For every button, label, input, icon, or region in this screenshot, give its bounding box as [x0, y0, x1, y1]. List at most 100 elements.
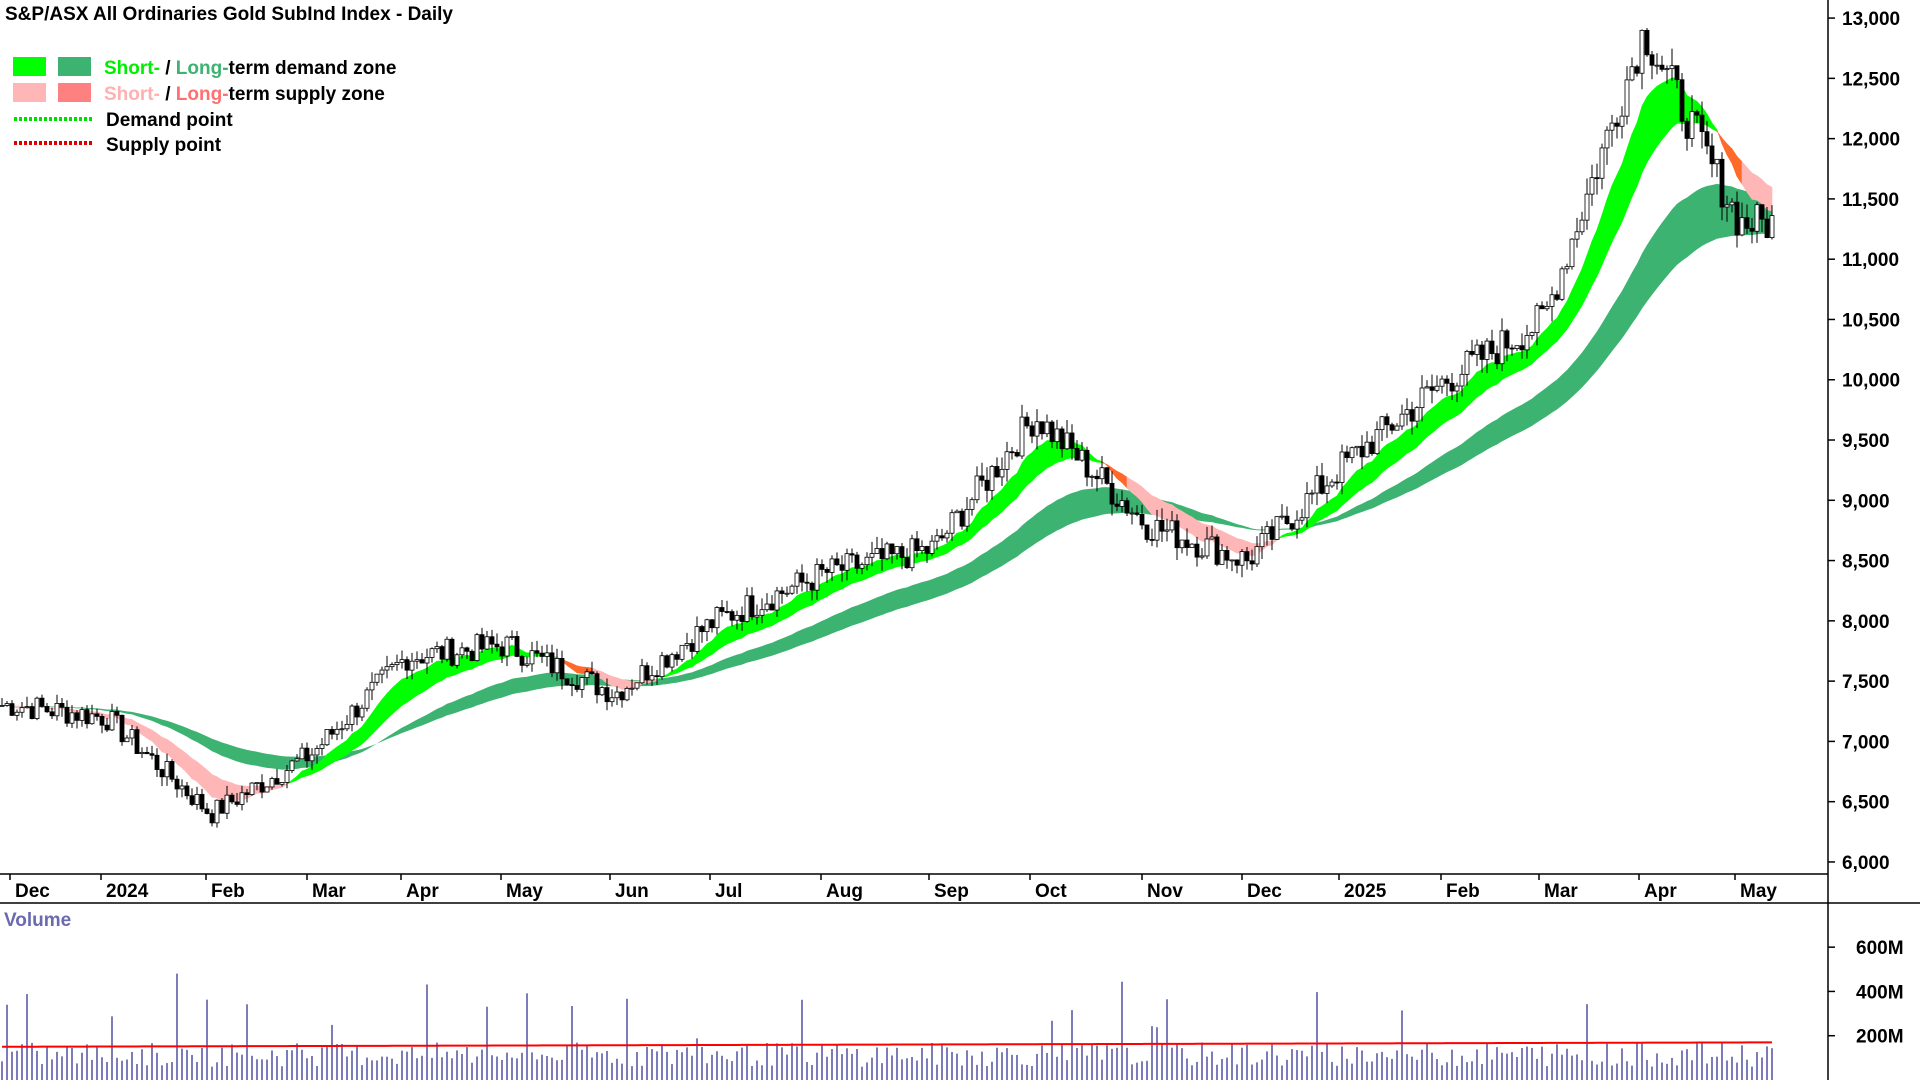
- candle-body: [19, 707, 25, 713]
- candle-body: [1064, 432, 1070, 450]
- candle-body: [764, 603, 770, 611]
- candle-body: [544, 652, 550, 657]
- candle-body: [1279, 515, 1285, 518]
- candle-body: [549, 652, 555, 674]
- candle-body: [1424, 386, 1430, 389]
- short-term-demand-segment: [1476, 369, 1483, 398]
- candle-body: [1404, 409, 1410, 415]
- candle-body: [674, 654, 680, 660]
- short-term-demand-segment: [731, 623, 738, 643]
- candle-body: [989, 466, 995, 491]
- candle-body: [779, 590, 785, 594]
- y-tick-label: 8,000: [1842, 612, 1890, 633]
- short-term-supply-segment: [1186, 513, 1193, 535]
- candle-body: [1499, 330, 1505, 365]
- candle-body: [239, 792, 245, 805]
- candle-body: [1069, 432, 1075, 449]
- short-term-demand-segment: [401, 677, 408, 706]
- candle-body: [374, 673, 380, 683]
- x-tick-label: Apr: [1644, 881, 1677, 902]
- candle-body: [774, 590, 780, 611]
- candle-body: [1549, 294, 1555, 307]
- chart-title: S&P/ASX All Ordinaries Gold SubInd Index…: [5, 4, 453, 25]
- short-term-supply-segment: [1236, 538, 1243, 554]
- short-term-supply-segment: [1156, 497, 1163, 519]
- short-term-demand-segment: [1041, 439, 1048, 473]
- short-term-demand-segment: [1386, 441, 1393, 469]
- y-tick-label: 12,000: [1842, 130, 1900, 151]
- candle-body: [1389, 424, 1395, 431]
- short-term-supply-segment: [126, 718, 133, 726]
- candle-body: [254, 782, 260, 785]
- x-tick-label: Sep: [934, 881, 969, 902]
- candle-body: [1494, 353, 1500, 365]
- long-term-demand-zone: [2, 183, 1772, 770]
- candle-body: [1254, 546, 1260, 565]
- candle-body: [1264, 526, 1270, 534]
- candle-body: [1214, 536, 1220, 565]
- candle-body: [279, 781, 285, 785]
- short-term-demand-segment: [1411, 423, 1418, 452]
- candle-body: [1759, 204, 1765, 220]
- short-term-demand-segment: [1361, 462, 1368, 490]
- candle-body: [64, 706, 70, 724]
- candle-body: [1154, 519, 1160, 541]
- candle-body: [174, 778, 180, 790]
- candle-body: [1569, 238, 1575, 268]
- candle-body: [189, 795, 195, 805]
- short-term-supply-segment: [216, 776, 223, 802]
- candle-body: [1124, 500, 1130, 514]
- candle-body: [984, 479, 990, 491]
- candle-body: [1544, 306, 1550, 310]
- candle-body: [559, 658, 565, 680]
- candle-body: [144, 751, 150, 755]
- candle-body: [494, 643, 500, 648]
- candle-body: [1624, 79, 1630, 117]
- short-term-demand-segment: [1541, 327, 1548, 356]
- candle-body: [59, 703, 65, 708]
- candle-body: [499, 646, 505, 657]
- short-term-demand-segment: [421, 667, 428, 694]
- candle-body: [414, 659, 420, 662]
- candle-body: [974, 475, 980, 501]
- candle-body: [394, 661, 400, 665]
- candle-body: [1134, 512, 1140, 515]
- candle-body: [169, 761, 175, 780]
- candle-body: [214, 799, 220, 824]
- candle-body: [829, 558, 835, 573]
- candle-body: [464, 647, 470, 652]
- y-tick-label: 11,500: [1842, 190, 1899, 211]
- short-term-demand-segment: [1381, 443, 1388, 474]
- candle-body: [704, 619, 710, 633]
- candle-body: [1149, 539, 1155, 541]
- candle-body: [594, 673, 600, 696]
- candle-body: [44, 706, 50, 713]
- short-term-demand-segment: [1631, 122, 1638, 198]
- y-tick-label: 11,000: [1842, 250, 1899, 271]
- candle-body: [504, 636, 510, 657]
- candle-body: [319, 744, 325, 749]
- candle-body: [74, 712, 80, 721]
- short-term-demand-segment: [876, 559, 883, 575]
- x-tick-label: Dec: [1247, 881, 1282, 902]
- y-tick-label: 13,000: [1842, 9, 1900, 30]
- candle-body: [904, 557, 910, 569]
- short-term-demand-segment: [871, 560, 878, 577]
- short-term-demand-segment: [736, 623, 743, 640]
- candle-body: [474, 634, 480, 661]
- short-term-demand-segment: [1666, 77, 1673, 135]
- candle-body: [1079, 449, 1085, 461]
- candle-body: [1619, 115, 1625, 127]
- candle-body: [164, 761, 170, 778]
- candle-body: [249, 782, 255, 795]
- candle-body: [954, 510, 960, 514]
- candle-body: [184, 785, 190, 797]
- candle-body: [914, 538, 920, 552]
- short-term-demand-segment: [786, 600, 793, 619]
- candle-body: [309, 754, 315, 762]
- short-term-demand-segment: [1646, 90, 1653, 164]
- candle-body: [1169, 520, 1175, 531]
- candle-body: [449, 638, 455, 666]
- candle-body: [399, 659, 405, 663]
- candle-body: [1159, 519, 1165, 532]
